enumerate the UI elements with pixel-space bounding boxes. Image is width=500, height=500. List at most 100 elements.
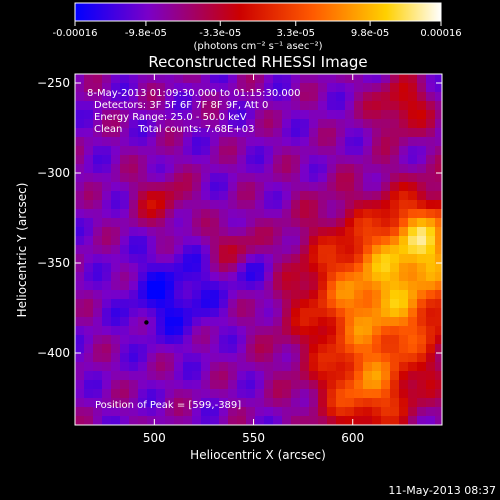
heatmap-cell — [84, 101, 94, 111]
heatmap-cell — [399, 182, 409, 192]
heatmap-cell — [237, 335, 247, 345]
heatmap-cell — [408, 83, 418, 93]
heatmap-cell — [174, 290, 184, 300]
heatmap-cell — [111, 308, 121, 318]
heatmap-cell — [300, 128, 310, 138]
heatmap-cell — [336, 173, 346, 183]
heatmap-cell — [165, 128, 175, 138]
heatmap-cell — [291, 173, 301, 183]
heatmap-cell — [291, 92, 301, 102]
heatmap-cell — [372, 182, 382, 192]
heatmap-cell — [237, 209, 247, 219]
heatmap-cell — [399, 164, 409, 174]
heatmap-cell — [426, 407, 436, 417]
heatmap-cell — [381, 416, 391, 425]
heatmap-cell — [282, 317, 292, 327]
heatmap-cell — [336, 407, 346, 417]
heatmap-cell — [372, 416, 382, 425]
heatmap-cell — [264, 119, 274, 129]
heatmap-cell — [255, 281, 265, 291]
heatmap-cell — [300, 164, 310, 174]
heatmap-cell — [156, 308, 166, 318]
heatmap-cell — [219, 92, 229, 102]
heatmap-cell — [138, 218, 148, 228]
heatmap-cell — [120, 137, 130, 147]
heatmap-cell — [390, 236, 400, 246]
heatmap-cell — [246, 389, 256, 399]
heatmap-cell — [345, 119, 355, 129]
heatmap-cell — [75, 173, 85, 183]
heatmap-cell — [426, 137, 436, 147]
heatmap-cell — [327, 209, 337, 219]
heatmap-cell — [228, 74, 238, 84]
heatmap-cell — [102, 326, 112, 336]
heatmap-cell — [174, 371, 184, 381]
heatmap-cell — [210, 74, 220, 84]
heatmap-cell — [102, 182, 112, 192]
heatmap-cell — [390, 344, 400, 354]
heatmap-cell — [435, 218, 442, 228]
heatmap-cell — [201, 218, 211, 228]
heatmap-cell — [228, 416, 238, 425]
heatmap-cell — [426, 146, 436, 156]
heatmap-cell — [327, 110, 337, 120]
heatmap-cell — [183, 236, 193, 246]
heatmap-cell — [300, 254, 310, 264]
heatmap-cell — [273, 137, 283, 147]
heatmap-cell — [84, 209, 94, 219]
heatmap-cell — [75, 371, 85, 381]
heatmap-cell — [93, 326, 103, 336]
heatmap-cell — [327, 155, 337, 165]
heatmap-cell — [201, 389, 211, 399]
heatmap-cell — [291, 128, 301, 138]
heatmap-cell — [327, 227, 337, 237]
heatmap-cell — [111, 137, 121, 147]
heatmap-cell — [138, 326, 148, 336]
heatmap-cell — [75, 281, 85, 291]
heatmap-cell — [237, 83, 247, 93]
heatmap-cell — [381, 308, 391, 318]
heatmap-cell — [210, 83, 220, 93]
heatmap-cell — [228, 83, 238, 93]
heatmap-cell — [291, 74, 301, 84]
heatmap-cell — [192, 272, 202, 282]
heatmap-cell — [165, 272, 175, 282]
heatmap-cell — [75, 245, 85, 255]
heatmap-cell — [363, 209, 373, 219]
heatmap-cell — [354, 272, 364, 282]
heatmap-cell — [246, 236, 256, 246]
colorbar-tick-label: -0.00016 — [53, 28, 98, 39]
heatmap-cell — [336, 317, 346, 327]
heatmap-cell — [192, 362, 202, 372]
heatmap-cell — [381, 299, 391, 309]
heatmap-cell — [363, 380, 373, 390]
heatmap-cell — [183, 74, 193, 84]
heatmap-cell — [426, 236, 436, 246]
heatmap-cell — [363, 308, 373, 318]
heatmap-cell — [417, 227, 427, 237]
heatmap-cell — [84, 362, 94, 372]
heatmap-cell — [408, 74, 418, 84]
heatmap-cell — [219, 272, 229, 282]
heatmap-cell — [417, 407, 427, 417]
x-tick-label: 500 — [143, 431, 166, 445]
heatmap-cell — [192, 200, 202, 210]
heatmap-cell — [372, 227, 382, 237]
heatmap-cell — [246, 353, 256, 363]
heatmap-cell — [327, 299, 337, 309]
heatmap-cell — [84, 398, 94, 408]
heatmap-cell — [381, 191, 391, 201]
heatmap-cell — [309, 164, 319, 174]
heatmap-cell — [345, 137, 355, 147]
heatmap-cell — [120, 317, 130, 327]
heatmap-cell — [264, 209, 274, 219]
heatmap-cell — [102, 389, 112, 399]
heatmap-cell — [282, 380, 292, 390]
heatmap-cell — [147, 227, 157, 237]
heatmap-cell — [282, 371, 292, 381]
heatmap-cell — [318, 299, 328, 309]
heatmap-cell — [390, 191, 400, 201]
heatmap-cell — [300, 191, 310, 201]
heatmap-cell — [129, 416, 139, 425]
heatmap-cell — [381, 281, 391, 291]
